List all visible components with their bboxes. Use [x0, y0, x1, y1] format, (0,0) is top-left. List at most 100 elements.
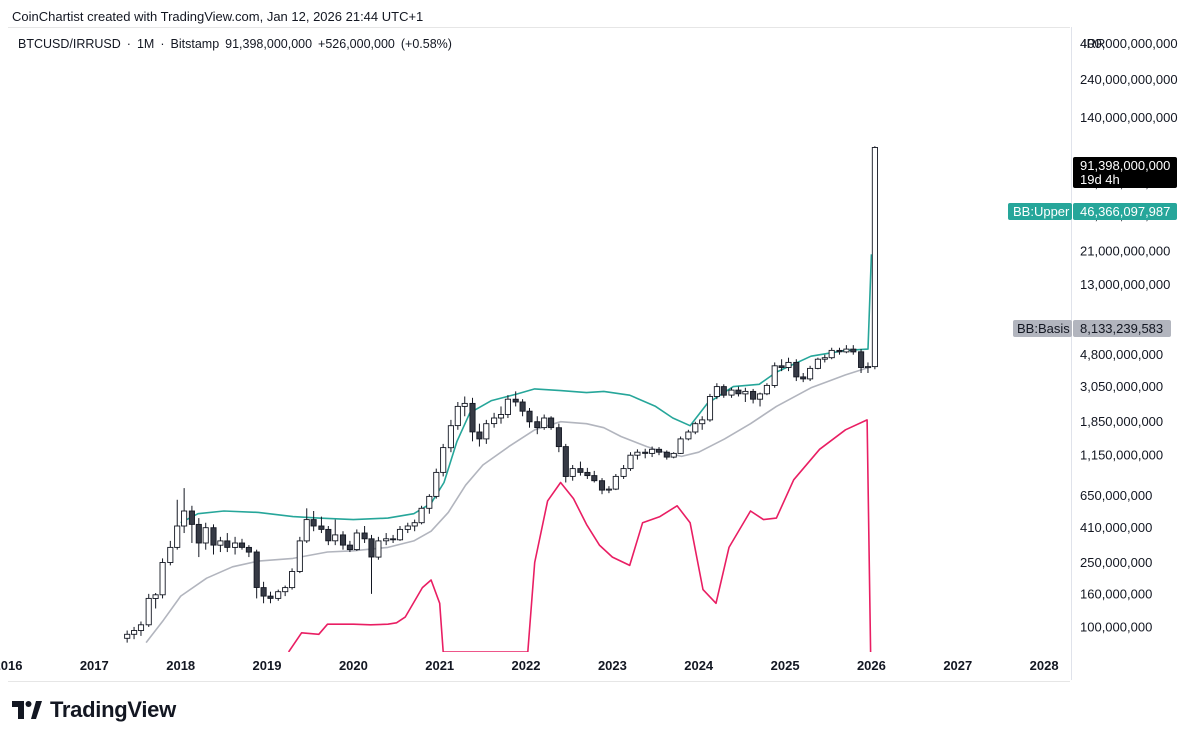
candle-body [245, 546, 252, 553]
candle-body [562, 446, 569, 477]
symbol-change: +526,000,000 [318, 37, 395, 51]
candle-body [325, 528, 332, 542]
oscillator-line [287, 419, 872, 652]
candle-body [289, 571, 296, 589]
y-tick-label: 1,150,000,000 [1080, 448, 1163, 463]
candle-body [368, 538, 375, 558]
candle-body [188, 510, 195, 525]
candle-body [519, 401, 526, 412]
candle-body [124, 633, 131, 639]
candle-body [685, 431, 692, 440]
x-tick-label: 2027 [943, 658, 972, 673]
candle-body [159, 562, 166, 596]
candle-body [569, 468, 576, 477]
x-tick-label: 2025 [771, 658, 800, 673]
y-tick-label: 250,000,000 [1080, 555, 1152, 570]
symbol-name[interactable]: BTCUSD/IRRUSD [18, 37, 121, 51]
y-tick-label: 3,050,000,000 [1080, 379, 1163, 394]
candle-body [742, 390, 749, 395]
candle-body [706, 396, 714, 421]
chart-frame [8, 27, 1070, 682]
candle-body [346, 544, 353, 551]
candle-body [310, 519, 317, 527]
candle-body [807, 367, 814, 380]
tradingview-logo-icon [12, 701, 42, 719]
candle-body [577, 468, 584, 473]
candle-body [763, 384, 770, 395]
candle-body [871, 147, 878, 368]
candle-body [332, 534, 339, 542]
candle-body [663, 451, 670, 458]
bb-upper-line [180, 254, 873, 524]
candle-body [390, 538, 397, 541]
candle-body [275, 591, 282, 599]
x-tick-label: 2017 [80, 658, 109, 673]
candle-body [217, 540, 224, 546]
symbol-separator-1: · [126, 37, 131, 51]
candle-body [426, 495, 433, 509]
candle-body [793, 361, 800, 378]
candle-body [655, 448, 663, 453]
candle-body [296, 540, 303, 572]
x-tick-label: 2028 [1030, 658, 1059, 673]
symbol-exchange: Bitstamp [170, 37, 220, 51]
price-axis-currency[interactable]: IRR [1083, 36, 1106, 51]
y-tick-label: 410,000,000 [1080, 520, 1152, 535]
candle-body [843, 348, 850, 353]
bb-basis-name-tag [1013, 320, 1072, 337]
candle-body [174, 525, 181, 548]
bb-upper-value-tag [1073, 203, 1177, 220]
candle-body [181, 510, 188, 527]
candle-body [440, 447, 447, 473]
x-tick-label: 2026 [857, 658, 886, 673]
symbol-info-line[interactable]: BTCUSD/IRRUSD · 1M · Bitstamp 91,398,000,000 +… [18, 37, 458, 51]
candle-body [418, 507, 425, 524]
candle-body [267, 595, 274, 599]
y-tick-label: 1,850,000,000 [1080, 414, 1163, 429]
bb-basis-name: BB:Basis [1017, 321, 1070, 336]
y-tick-label: 21,000,000,000 [1080, 243, 1170, 258]
tradingview-wordmark: TradingView [50, 697, 176, 722]
candle-body [699, 419, 706, 425]
bb-upper-name-tag [1008, 203, 1072, 220]
candle-body [821, 357, 828, 360]
candle-body [728, 389, 735, 396]
candle-body [210, 527, 217, 546]
candle-body [548, 417, 555, 429]
x-tick-label: 2021 [425, 658, 454, 673]
candle-body [713, 386, 720, 397]
candle-body [202, 527, 209, 544]
y-tick-label: 100,000,000 [1080, 619, 1152, 634]
candle-body [131, 630, 138, 635]
candle-body [461, 402, 468, 407]
candle-body [605, 488, 612, 491]
candle-body [836, 349, 843, 353]
y-tick-label: 160,000,000 [1080, 586, 1152, 601]
candle-body [232, 542, 239, 548]
y-tick-label: 650,000,000 [1080, 488, 1152, 503]
candle-body [756, 393, 764, 400]
candle-body [677, 438, 684, 454]
candle-body [864, 366, 872, 369]
bb-upper-value: 46,366,097,987 [1080, 204, 1170, 219]
y-tick-label: 240,000,000,000 [1080, 72, 1178, 87]
plot-area [124, 146, 878, 652]
candle-body [526, 410, 533, 423]
y-tick-label: 4,800,000,000 [1080, 347, 1163, 362]
tradingview-logo[interactable]: TradingView [12, 697, 176, 723]
y-tick-label: 140,000,000,000 [1080, 110, 1178, 125]
candle-body [541, 417, 548, 429]
chart-credit-text: CoinChartist created with TradingView.co… [12, 9, 424, 24]
candle-body [483, 423, 490, 440]
symbol-interval[interactable]: 1M [136, 37, 155, 51]
candle-body [260, 587, 267, 597]
candle-body [383, 538, 390, 542]
candle-body [454, 405, 461, 427]
x-tick-label: 2016 [0, 658, 22, 673]
x-tick-label: 2019 [253, 658, 282, 673]
candle-body [404, 525, 411, 530]
candle-body [828, 349, 835, 359]
candle-body [778, 365, 785, 368]
candle-body [145, 597, 152, 626]
